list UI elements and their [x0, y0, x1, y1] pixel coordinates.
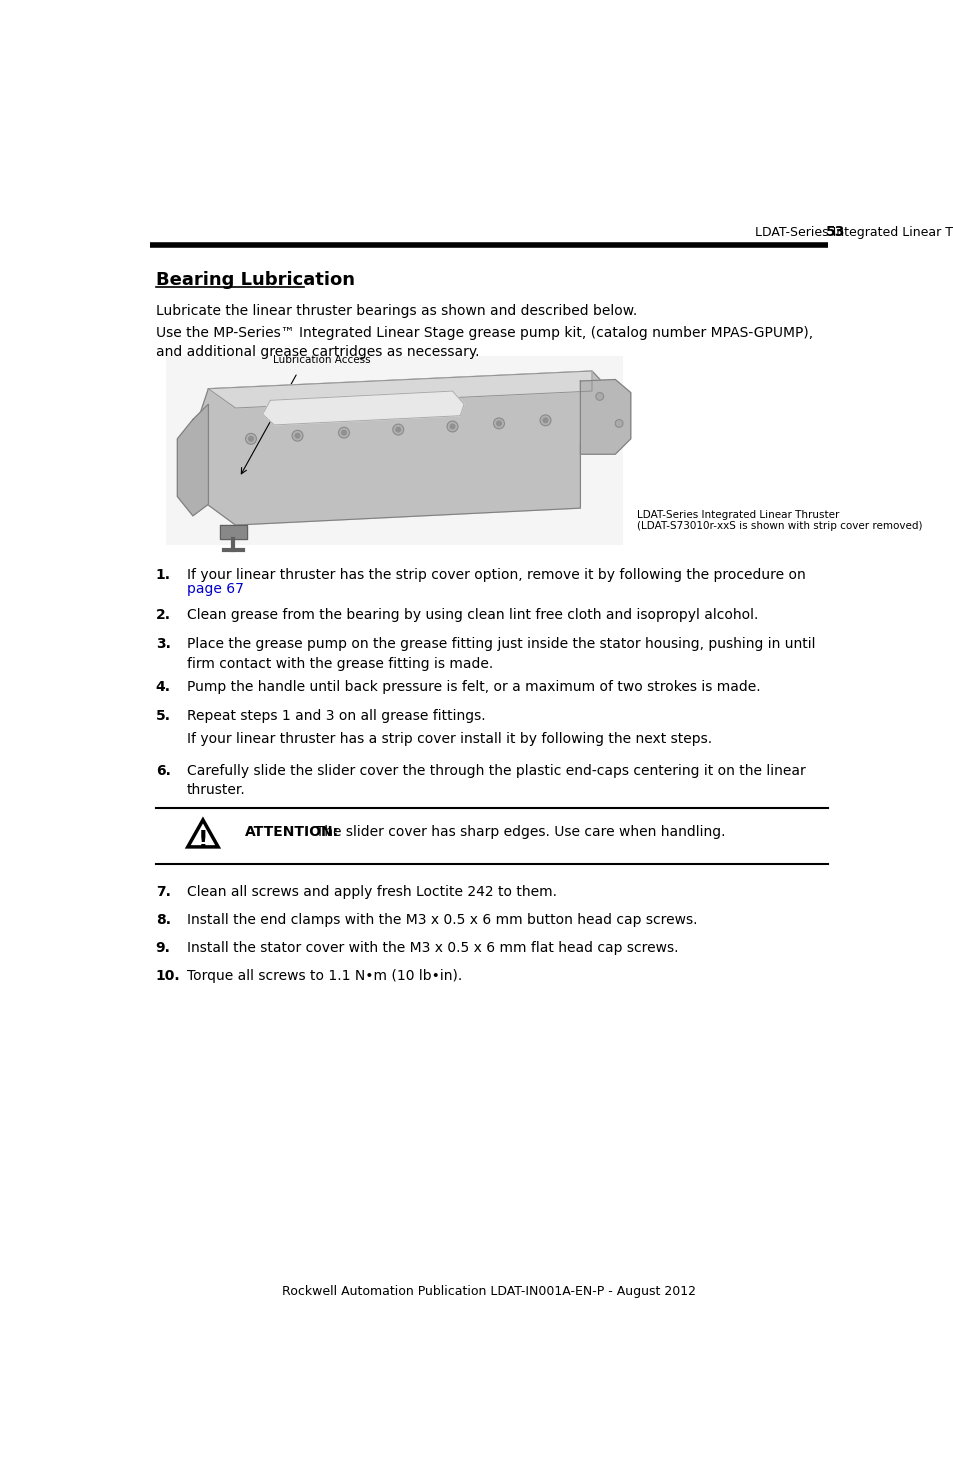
Text: Install the end clamps with the M3 x 0.5 x 6 mm button head cap screws.: Install the end clamps with the M3 x 0.5… [187, 913, 697, 928]
Circle shape [341, 431, 346, 435]
Text: If your linear thruster has a strip cover install it by following the next steps: If your linear thruster has a strip cove… [187, 732, 711, 746]
Text: If your linear thruster has the strip cover option, remove it by following the p: If your linear thruster has the strip co… [187, 568, 804, 583]
Circle shape [245, 434, 256, 444]
Text: 7.: 7. [155, 885, 171, 900]
Circle shape [615, 419, 622, 428]
Text: page 67: page 67 [187, 583, 243, 596]
Text: Torque all screws to 1.1 N•m (10 lb•in).: Torque all screws to 1.1 N•m (10 lb•in). [187, 969, 461, 982]
Circle shape [249, 437, 253, 441]
Text: !: ! [197, 829, 208, 853]
Text: 5.: 5. [155, 709, 171, 723]
Text: 9.: 9. [155, 941, 171, 954]
Polygon shape [220, 525, 247, 538]
Text: 3.: 3. [155, 637, 171, 652]
Circle shape [542, 417, 547, 423]
Text: 1.: 1. [155, 568, 171, 583]
Text: ATTENTION:: ATTENTION: [245, 826, 338, 839]
Text: Rockwell Automation Publication LDAT-IN001A-EN-P - August 2012: Rockwell Automation Publication LDAT-IN0… [282, 1285, 695, 1298]
Polygon shape [177, 404, 208, 516]
Circle shape [493, 417, 504, 429]
Polygon shape [188, 820, 218, 847]
Circle shape [395, 428, 400, 432]
Text: Carefully slide the slider cover the through the plastic end-caps centering it o: Carefully slide the slider cover the thr… [187, 764, 804, 798]
Text: Clean all screws and apply fresh Loctite 242 to them.: Clean all screws and apply fresh Loctite… [187, 885, 557, 900]
Polygon shape [262, 391, 464, 425]
Text: LDAT-Series Integrated Linear Thruster: LDAT-Series Integrated Linear Thruster [637, 510, 839, 519]
Text: 8.: 8. [155, 913, 171, 928]
Text: (LDAT-S73010r-xxS is shown with strip cover removed): (LDAT-S73010r-xxS is shown with strip co… [637, 521, 922, 531]
Circle shape [450, 425, 455, 429]
FancyBboxPatch shape [166, 355, 622, 546]
Circle shape [596, 392, 603, 400]
Circle shape [539, 414, 550, 426]
Circle shape [393, 425, 403, 435]
Text: The slider cover has sharp edges. Use care when handling.: The slider cover has sharp edges. Use ca… [307, 826, 724, 839]
Text: LDAT-Series Integrated Linear Thrusters: LDAT-Series Integrated Linear Thrusters [754, 226, 953, 239]
Text: Repeat steps 1 and 3 on all grease fittings.: Repeat steps 1 and 3 on all grease fitti… [187, 709, 485, 723]
Text: Install the stator cover with the M3 x 0.5 x 6 mm flat head cap screws.: Install the stator cover with the M3 x 0… [187, 941, 678, 954]
Polygon shape [208, 372, 592, 409]
Text: Clean grease from the bearing by using clean lint free cloth and isopropyl alcoh: Clean grease from the bearing by using c… [187, 608, 758, 622]
Text: Lubricate the linear thruster bearings as shown and described below.: Lubricate the linear thruster bearings a… [155, 304, 637, 319]
Circle shape [497, 420, 500, 426]
Text: 2.: 2. [155, 608, 171, 622]
Text: 4.: 4. [155, 680, 171, 693]
Text: Place the grease pump on the grease fitting just inside the stator housing, push: Place the grease pump on the grease fitt… [187, 637, 814, 671]
Polygon shape [579, 379, 630, 454]
Text: 10.: 10. [155, 969, 180, 982]
Text: 53: 53 [825, 226, 844, 239]
Text: Bearing Lubrication: Bearing Lubrication [155, 271, 355, 289]
Circle shape [447, 420, 457, 432]
Text: Use the MP-Series™ Integrated Linear Stage grease pump kit, (catalog number MPAS: Use the MP-Series™ Integrated Linear Sta… [155, 326, 812, 358]
Text: Lubrication Access: Lubrication Access [273, 355, 370, 364]
Circle shape [338, 428, 349, 438]
Circle shape [294, 434, 299, 438]
Circle shape [292, 431, 303, 441]
Polygon shape [193, 372, 603, 525]
Text: Pump the handle until back pressure is felt, or a maximum of two strokes is made: Pump the handle until back pressure is f… [187, 680, 760, 693]
Text: 6.: 6. [155, 764, 171, 777]
